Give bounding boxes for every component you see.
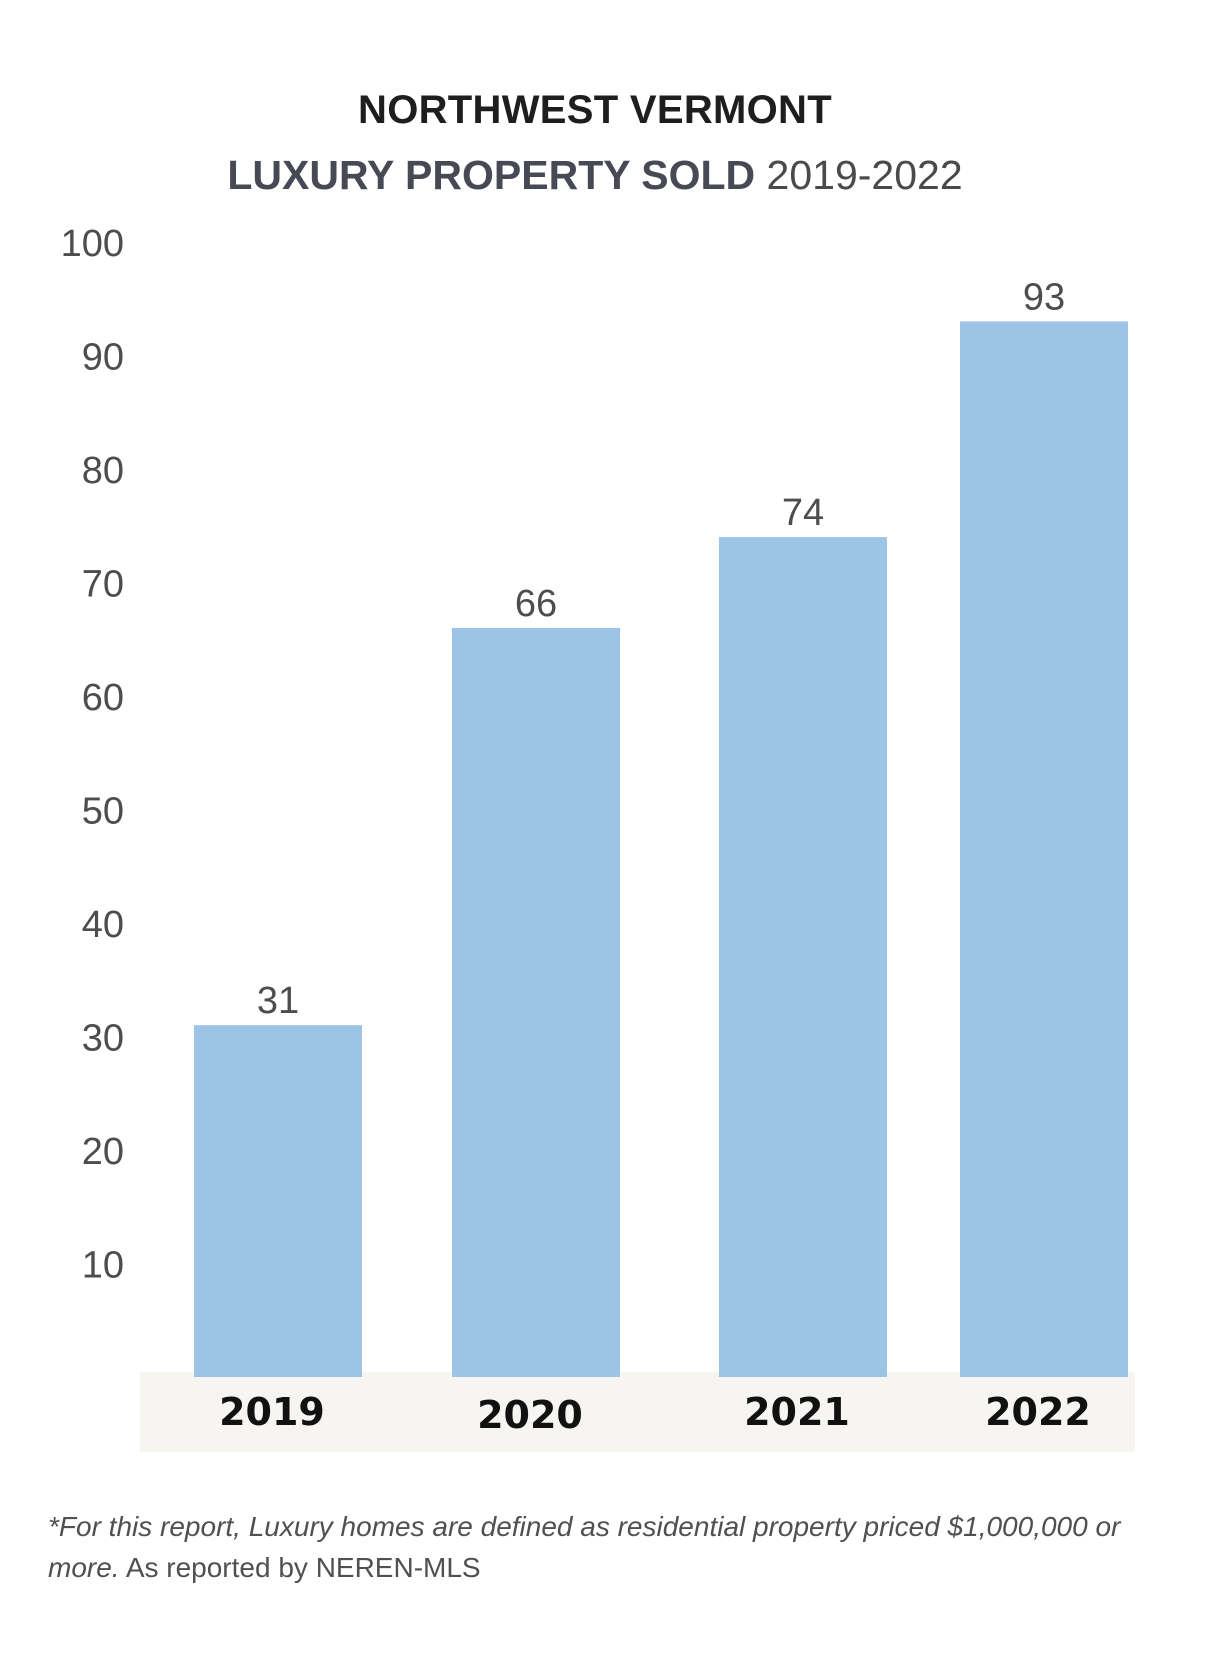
x-category-label: 2021: [744, 1390, 850, 1434]
y-tick-label: 50: [82, 791, 124, 833]
data-labels: 31 66 74 93: [257, 276, 1065, 1022]
y-axis-ticks: 10 20 30 40 50 60 70 80 90 100: [61, 223, 124, 1287]
y-tick-label: 80: [82, 450, 124, 492]
y-tick-label: 60: [82, 677, 124, 719]
y-tick-label: 30: [82, 1018, 124, 1060]
y-tick-label: 20: [82, 1131, 124, 1173]
x-axis-band: [140, 1372, 1135, 1452]
footnote-source: As reported by NEREN-MLS: [119, 1552, 481, 1583]
y-tick-label: 10: [82, 1245, 124, 1287]
x-category-label: 2020: [477, 1393, 583, 1437]
chart-subtitle-bold: LUXURY PROPERTY SOLD: [227, 152, 756, 198]
footnote: *For this report, Luxury homes are defin…: [48, 1506, 1188, 1588]
bars: [194, 321, 1128, 1378]
y-tick-label: 90: [82, 337, 124, 379]
bar-value-label: 66: [515, 583, 557, 625]
bar: [452, 627, 620, 1377]
chart-title: NORTHWEST VERMONT: [358, 88, 832, 132]
y-tick-label: 40: [82, 904, 124, 946]
bar: [719, 537, 887, 1377]
x-category-label: 2019: [219, 1390, 325, 1434]
bar: [960, 321, 1128, 1378]
bar-value-label: 93: [1023, 276, 1065, 318]
chart-subtitle: LUXURY PROPERTY SOLD 2019-2022: [0, 152, 1190, 199]
bar-value-label: 74: [782, 492, 824, 534]
footnote-definition: *For this report, Luxury homes are defin…: [48, 1511, 1121, 1583]
x-axis-labels: 2019 2020 2021 2022: [219, 1390, 1091, 1437]
y-tick-label: 100: [61, 223, 124, 265]
y-tick-label: 70: [82, 564, 124, 606]
bar-value-label: 31: [257, 980, 299, 1022]
bar: [194, 1025, 362, 1377]
x-category-label: 2022: [985, 1390, 1091, 1434]
chart-subtitle-years: 2019-2022: [766, 152, 963, 198]
